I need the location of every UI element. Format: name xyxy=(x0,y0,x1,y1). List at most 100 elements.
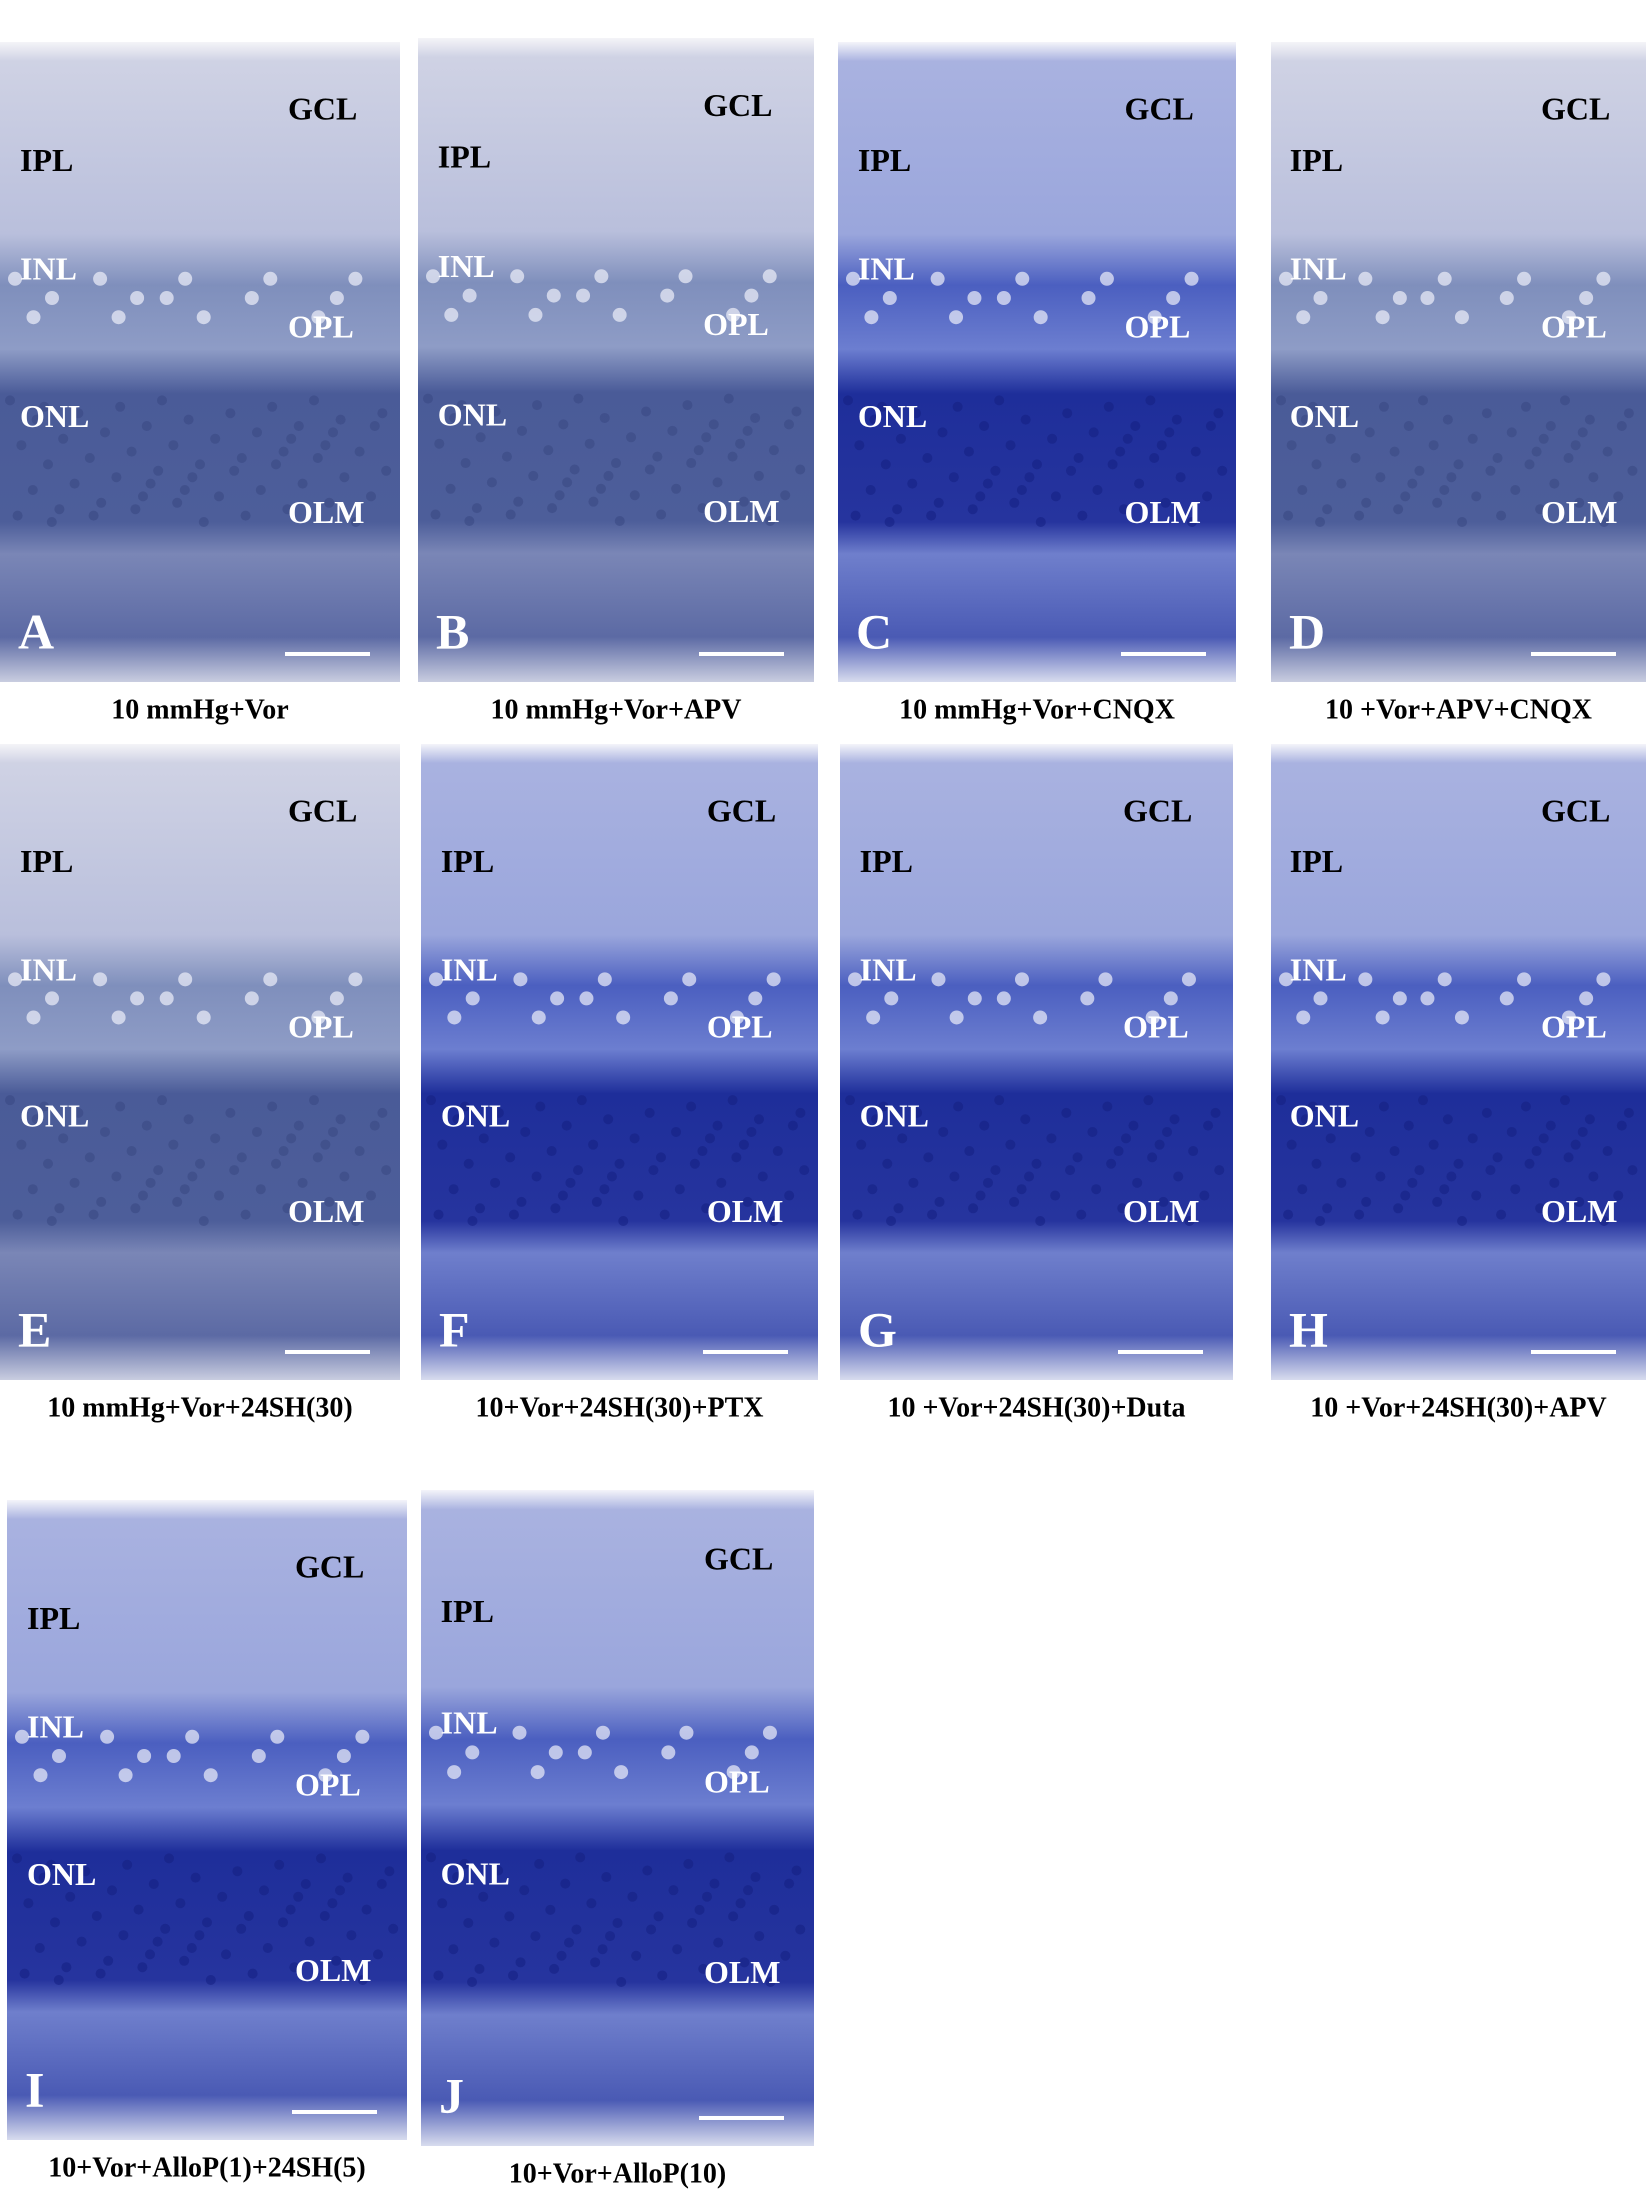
nucleus xyxy=(236,453,247,463)
nucleus xyxy=(236,1152,247,1163)
layer-label: INL xyxy=(20,251,77,287)
nucleus xyxy=(467,1977,478,1987)
nucleus xyxy=(5,395,15,406)
panel: GCL IPL INL OPL ONL OLM A xyxy=(0,42,400,682)
nucleus xyxy=(1276,395,1286,406)
micrograph xyxy=(7,1500,407,2140)
nucleus xyxy=(1061,1107,1072,1118)
nucleus xyxy=(229,465,240,476)
nucleus xyxy=(922,453,933,463)
nucleus xyxy=(1407,478,1418,489)
nucleus xyxy=(54,1203,65,1214)
nucleus xyxy=(1538,433,1549,444)
nucleus xyxy=(878,1101,889,1112)
nucleus xyxy=(271,1158,281,1169)
cell xyxy=(614,1765,629,1780)
nucleus xyxy=(1016,485,1027,495)
cell xyxy=(93,972,108,987)
nucleus xyxy=(892,504,903,515)
cell xyxy=(130,991,145,1006)
layer-label: ONL xyxy=(441,1098,510,1134)
nucleus xyxy=(437,1139,448,1150)
layer-label: GCL xyxy=(1541,792,1610,828)
layer-label: IPL xyxy=(20,843,73,879)
nucleus xyxy=(1325,1133,1336,1144)
nucleus xyxy=(1009,1196,1020,1207)
nucleus xyxy=(252,1126,262,1137)
cell xyxy=(263,972,278,987)
nucleus xyxy=(856,1139,867,1150)
cell xyxy=(1392,991,1407,1006)
nucleus xyxy=(911,408,922,419)
nucleus xyxy=(1485,1165,1496,1176)
nucleus xyxy=(1024,1171,1035,1182)
nucleus xyxy=(641,406,652,417)
nucleus xyxy=(103,1955,114,1966)
layer-label: IPL xyxy=(27,1600,80,1636)
micrograph xyxy=(1271,744,1646,1380)
nucleus xyxy=(164,1853,174,1864)
nucleus xyxy=(194,1930,205,1941)
nucleus xyxy=(19,1968,30,1979)
nucleus xyxy=(183,414,194,425)
nucleus xyxy=(1453,1158,1464,1169)
nucleus xyxy=(430,509,441,520)
nucleus xyxy=(791,406,802,417)
panel-letter: H xyxy=(1289,1301,1328,1357)
nucleus xyxy=(130,1203,141,1214)
layer-label: OPL xyxy=(1541,1009,1607,1045)
caption: 10+Vor+AlloP(1)+24SH(5) xyxy=(48,2152,365,2183)
nucleus xyxy=(614,516,625,526)
nucleus xyxy=(23,1898,34,1909)
nucleus xyxy=(1311,459,1322,470)
nucleus xyxy=(16,440,27,451)
nucleus xyxy=(366,491,376,502)
nucleus xyxy=(243,1911,254,1921)
layer-label: INL xyxy=(1290,951,1347,987)
nucleus xyxy=(1496,510,1507,521)
nucleus xyxy=(908,1177,919,1188)
nucleus xyxy=(324,1196,335,1207)
nucleus xyxy=(1414,465,1425,476)
cell xyxy=(8,972,22,987)
nucleus xyxy=(426,1095,436,1106)
nucleus xyxy=(742,1196,753,1207)
nucleus xyxy=(543,445,554,456)
cell xyxy=(130,291,145,305)
nucleus xyxy=(118,1930,129,1941)
nucleus xyxy=(614,1158,625,1169)
nucleus xyxy=(65,1891,76,1902)
nucleus xyxy=(478,1891,489,1902)
nucleus xyxy=(1156,440,1167,451)
cell xyxy=(1145,1010,1160,1025)
nucleus xyxy=(312,453,323,463)
nucleus xyxy=(467,1216,478,1226)
nucleus xyxy=(1134,478,1145,489)
layer-label: ONL xyxy=(1290,1098,1359,1134)
nucleus xyxy=(964,1146,975,1157)
nucleus xyxy=(968,1203,979,1214)
nucleus xyxy=(923,1152,934,1163)
cell xyxy=(462,288,477,303)
nucleus xyxy=(937,427,948,438)
cell xyxy=(949,310,964,325)
nucleus xyxy=(1577,1126,1588,1137)
nucleus xyxy=(795,1924,806,1935)
nucleus xyxy=(780,1950,791,1961)
layer-label: GCL xyxy=(703,87,772,123)
nucleus xyxy=(713,1937,724,1948)
nucleus xyxy=(1339,408,1350,419)
nucleus xyxy=(39,401,50,412)
nucleus xyxy=(573,393,584,404)
nucleus xyxy=(1024,472,1035,483)
nucleus xyxy=(449,412,460,423)
nucleus xyxy=(1510,485,1521,495)
nucleus xyxy=(1584,414,1595,425)
nucleus xyxy=(742,425,753,436)
nucleus xyxy=(689,1158,700,1169)
nucleus xyxy=(783,419,794,430)
nucleus xyxy=(1535,1203,1546,1214)
nucleus xyxy=(1107,459,1118,470)
nucleus xyxy=(1047,433,1058,444)
nucleus xyxy=(46,517,57,527)
